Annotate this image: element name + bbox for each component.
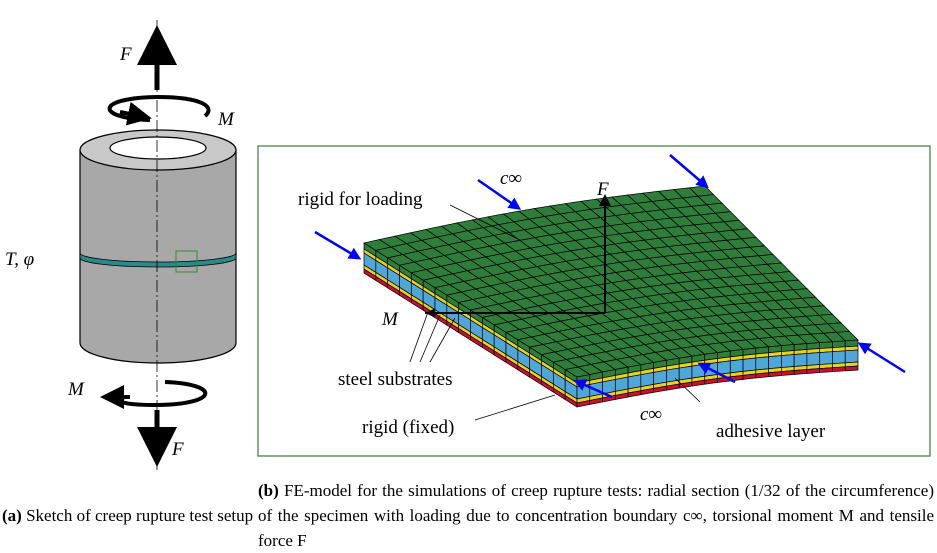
label: adhesive layer (716, 421, 826, 442)
mesh-cell (718, 361, 731, 375)
label: F (119, 44, 132, 65)
moment-arrow (110, 97, 209, 120)
mesh-cell (743, 358, 756, 371)
label: T, φ (5, 249, 34, 270)
label: F (171, 439, 184, 460)
mesh-cell (832, 351, 845, 364)
cylinder (80, 130, 236, 363)
caption-b: (b) FE-model for the simulations of cree… (258, 478, 934, 553)
label: steel substrates (338, 369, 453, 390)
label: c∞ (500, 168, 522, 189)
label: M (381, 309, 399, 330)
mesh-cell (820, 352, 833, 365)
mesh-cell (820, 368, 833, 373)
label: M (217, 109, 235, 130)
mesh-cell (756, 373, 769, 378)
label: M (67, 379, 85, 400)
mesh-cell (781, 354, 794, 367)
mesh-cell (832, 367, 845, 372)
mesh-cell (756, 357, 769, 370)
caption-text: Sketch of creep rupture test setup (26, 506, 253, 525)
mesh-cell (769, 372, 782, 377)
page: {"sketch": {"force_top": "F", "moment_to… (0, 0, 937, 549)
caption-label: (a) (2, 506, 22, 525)
mesh-cell (679, 366, 692, 380)
mesh-cell (845, 366, 858, 371)
moment-arrow (118, 382, 205, 405)
figure: F M T, φ M F rigid for loading c∞ F M st… (0, 0, 937, 470)
mesh-cell (807, 369, 820, 374)
label: rigid (fixed) (362, 417, 454, 438)
caption-a: (a) Sketch of creep rupture test setup (2, 503, 256, 528)
label: rigid for loading (298, 189, 423, 210)
mesh-cell (845, 350, 858, 363)
mesh-cell (807, 353, 820, 366)
mesh-cell (781, 370, 794, 375)
caption-label: (b) (258, 481, 279, 500)
caption-text: FE-model for the simulations of creep ru… (258, 481, 934, 550)
mesh-cell (769, 356, 782, 369)
label: c∞ (640, 404, 662, 425)
mesh-cell (730, 359, 743, 372)
label: F (596, 179, 609, 200)
mesh-cell (794, 353, 807, 366)
mesh-cell (794, 369, 807, 374)
